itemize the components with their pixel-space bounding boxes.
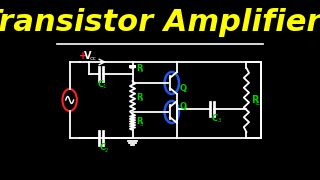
Text: 1: 1 [140, 97, 143, 102]
Text: R: R [136, 118, 143, 127]
Text: 2: 2 [184, 105, 187, 111]
Text: Transistor Amplifiers: Transistor Amplifiers [0, 8, 320, 37]
Text: C: C [97, 80, 103, 89]
Text: Q: Q [180, 102, 187, 111]
Text: C: C [99, 143, 106, 152]
Text: +: + [79, 51, 87, 61]
Text: cc: cc [90, 55, 97, 60]
Text: 3: 3 [140, 122, 143, 127]
Text: 1: 1 [102, 84, 106, 89]
Text: 2: 2 [105, 147, 108, 152]
Text: V: V [84, 51, 92, 61]
Text: 3: 3 [217, 118, 221, 123]
Text: R: R [251, 95, 259, 105]
Text: C: C [212, 114, 218, 123]
Text: R: R [136, 64, 143, 73]
Text: L: L [255, 100, 259, 106]
Text: 1: 1 [184, 87, 187, 93]
Text: Q: Q [180, 84, 187, 93]
Text: 1: 1 [140, 68, 143, 73]
Text: R: R [136, 93, 143, 102]
